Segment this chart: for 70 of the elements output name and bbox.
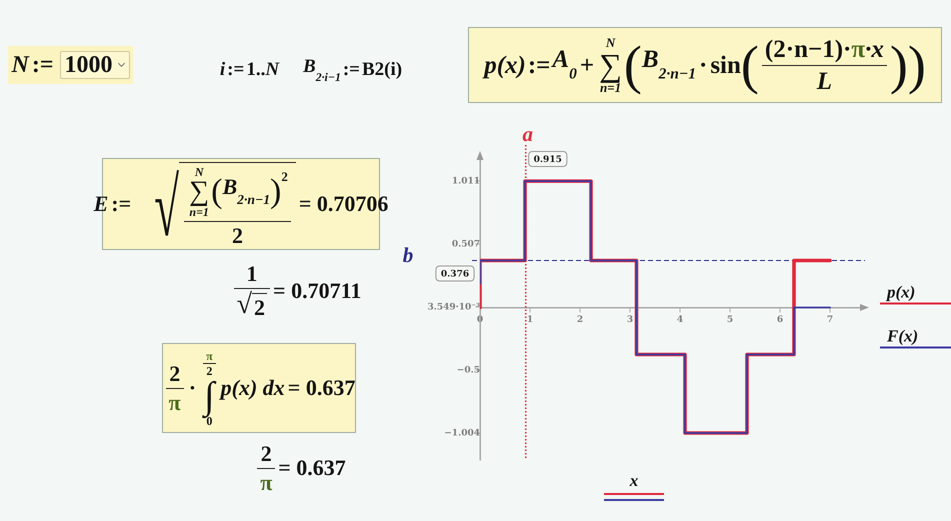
text: √ bbox=[154, 162, 180, 253]
text: ( bbox=[624, 35, 642, 95]
text: ( bbox=[740, 35, 759, 95]
text: i bbox=[220, 59, 226, 80]
text: B$_{2·n−1}$ bbox=[222, 174, 270, 208]
y-tick-label: −0.5 bbox=[456, 365, 480, 376]
text: ( bbox=[211, 172, 222, 210]
text: := bbox=[111, 191, 132, 216]
text: √ bbox=[236, 289, 252, 320]
text: ) bbox=[890, 35, 908, 95]
text: + bbox=[580, 52, 594, 78]
text: B2(i) bbox=[362, 59, 402, 80]
text: := bbox=[528, 52, 550, 78]
text: ) bbox=[270, 172, 282, 210]
text: (2·n−1)· bbox=[764, 36, 852, 62]
text: = 0.637 bbox=[288, 375, 356, 400]
text: p(x) bbox=[484, 52, 526, 78]
text: := bbox=[227, 59, 244, 80]
text: B$_{2·n−1}$ bbox=[642, 46, 696, 84]
text: 2 bbox=[260, 440, 272, 466]
x-tick-label: 6 bbox=[776, 315, 784, 326]
x-axis-title: x bbox=[628, 471, 639, 490]
text: B$_{2·i−1}$ bbox=[303, 56, 341, 84]
y-tick-label: −1.004 bbox=[444, 428, 480, 438]
text: · bbox=[698, 52, 708, 78]
text: 2 bbox=[206, 364, 212, 378]
x-tick-label: 7 bbox=[826, 315, 834, 326]
text: := bbox=[32, 52, 54, 78]
text: p(x) bbox=[885, 282, 916, 302]
text: L bbox=[816, 68, 832, 94]
text: 1.. bbox=[246, 59, 266, 80]
text: 2 bbox=[232, 222, 244, 248]
text: p(x) dx bbox=[220, 375, 285, 400]
x-tick-label: 3 bbox=[626, 315, 634, 326]
text: E bbox=[94, 191, 108, 216]
x-tick-label: 1 bbox=[526, 315, 534, 326]
text: N bbox=[265, 59, 280, 80]
y-tick-label: 0.507 bbox=[452, 239, 480, 250]
x-tick-label: 4 bbox=[676, 315, 684, 326]
annotation: 0.915 bbox=[534, 154, 562, 165]
text: n=1 bbox=[189, 204, 209, 218]
text: 2 bbox=[169, 360, 180, 386]
text: = 0.70711 bbox=[273, 278, 362, 303]
text: π bbox=[206, 348, 213, 362]
text: · bbox=[188, 375, 196, 400]
annotation: 0.376 bbox=[440, 269, 470, 280]
ref-line-label: a bbox=[522, 122, 533, 146]
text: A$_{0}$ bbox=[552, 46, 577, 84]
text: N bbox=[606, 35, 616, 50]
text: = 0.637 bbox=[278, 455, 346, 480]
y-tick-label: 1.011 bbox=[452, 176, 480, 186]
x-tick-label: 2 bbox=[576, 315, 584, 326]
text: = 0.70706 bbox=[298, 191, 388, 216]
text: N bbox=[194, 164, 204, 178]
text: π bbox=[168, 390, 181, 414]
text: := bbox=[342, 59, 360, 80]
y-tick-label: 3.549·10⁻³ bbox=[427, 302, 480, 312]
dropdown: 1000 bbox=[60, 51, 130, 79]
text: ) bbox=[908, 35, 926, 95]
x-tick-label: 5 bbox=[726, 315, 734, 326]
text: F(x) bbox=[886, 326, 918, 346]
text: 1 bbox=[246, 261, 258, 286]
text: ·x bbox=[865, 36, 884, 62]
text: sin bbox=[710, 52, 741, 78]
text: N bbox=[11, 52, 29, 78]
text: ∑ bbox=[189, 176, 210, 206]
text: π bbox=[851, 36, 866, 62]
text: 2 bbox=[281, 169, 288, 184]
text: π bbox=[260, 470, 272, 494]
ref-line-label: b bbox=[402, 242, 414, 267]
